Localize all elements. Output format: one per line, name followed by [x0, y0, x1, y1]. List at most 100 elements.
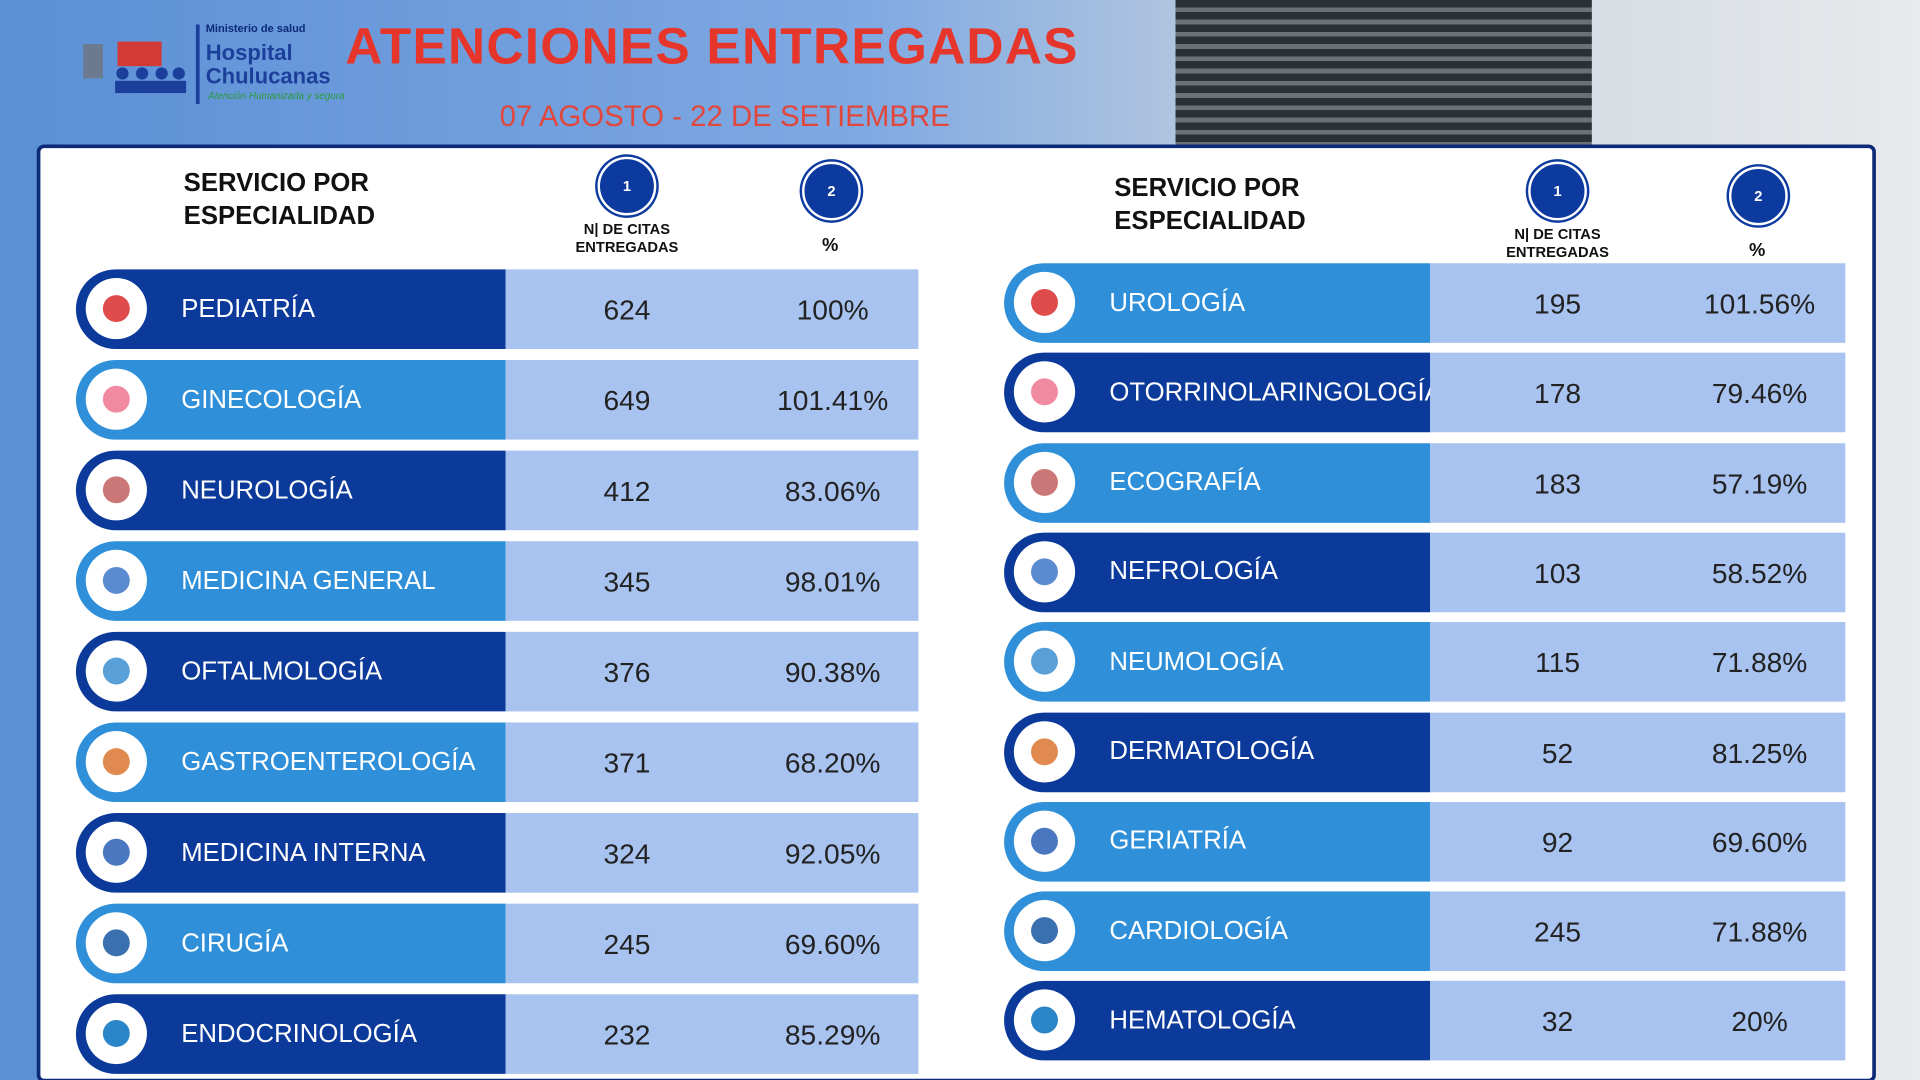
percent-value: 85.29% [784, 1018, 881, 1051]
count-value: 649 [603, 384, 651, 417]
count-value: 232 [603, 1018, 651, 1051]
service-icon [85, 912, 147, 974]
service-label: NEFROLOGÍA [1109, 557, 1279, 586]
icon-glyph [102, 657, 130, 685]
percent-value: 68.20% [784, 746, 881, 779]
column-header-count: N| DE CITAS ENTREGADAS [1506, 225, 1609, 261]
service-label: HEMATOLOGÍA [1109, 1006, 1296, 1035]
service-icon [85, 368, 147, 430]
service-label: OFTALMOLOGÍA [181, 656, 383, 686]
count-value: 245 [1534, 916, 1582, 948]
count-value: 178 [1534, 377, 1582, 410]
value-cell [1430, 981, 1846, 1061]
icon-glyph [102, 748, 130, 776]
count-value: 52 [1541, 736, 1574, 769]
percent-value: 71.88% [1711, 646, 1808, 679]
icon-glyph [102, 476, 130, 504]
percent-value: 101.56% [1703, 287, 1816, 320]
percent-value: 71.88% [1711, 916, 1808, 948]
background-building [1175, 0, 1592, 145]
icon-glyph [102, 1020, 130, 1047]
service-name: NEUROLOGÍA [75, 450, 506, 531]
icon-glyph [102, 929, 130, 957]
service-icon [1013, 989, 1076, 1052]
icon-glyph [1031, 468, 1058, 496]
column-header-service: SERVICIO POR ESPECIALIDAD [1114, 173, 1306, 236]
count-value: 624 [603, 293, 651, 326]
count-value: 183 [1534, 467, 1582, 500]
logo-divider [195, 24, 200, 105]
column-header-service: SERVICIO POR ESPECIALIDAD [183, 168, 376, 231]
service-name: HEMATOLOGÍA [1004, 981, 1431, 1061]
percent-value: 58.52% [1711, 557, 1808, 589]
service-label: DERMATOLOGÍA [1109, 737, 1315, 766]
value-cell [1430, 712, 1846, 792]
logo-name: Hospital [205, 40, 293, 65]
service-name: GASTROENTEROLOGÍA [75, 722, 506, 803]
count-value: 115 [1535, 646, 1580, 679]
service-icon [1013, 541, 1076, 603]
logo-tagline: Atención Humanizada y segura [208, 90, 345, 102]
badge: 2 [1728, 166, 1788, 226]
count-value: 103 [1534, 557, 1582, 589]
percent-value: 69.60% [784, 928, 881, 961]
service-icon [85, 821, 147, 883]
value-cell [1430, 442, 1846, 523]
icon-glyph [1031, 647, 1058, 675]
icon-glyph [102, 838, 130, 866]
value-cell [505, 541, 919, 621]
value-cell [1430, 353, 1846, 433]
column-header-percent: % [822, 235, 839, 256]
count-value: 245 [603, 928, 651, 961]
value-cell [505, 994, 919, 1074]
service-name: MEDICINA INTERNA [75, 813, 506, 893]
value-cell [505, 269, 919, 349]
value-cell [505, 903, 919, 984]
service-label: MEDICINA GENERAL [181, 566, 436, 595]
column-header-percent: % [1748, 240, 1766, 261]
value-cell [505, 631, 919, 712]
service-icon [1013, 630, 1076, 693]
badge: 1 [597, 156, 657, 216]
service-icon [1013, 361, 1076, 423]
service-icon [85, 277, 147, 340]
title: ATENCIONES ENTREGADAS [345, 17, 1079, 75]
percent-value: 20% [1731, 1005, 1788, 1038]
value-cell [505, 450, 919, 531]
value-cell [1430, 801, 1846, 882]
count-value: 371 [603, 746, 651, 779]
column-header-count: N| DE CITAS ENTREGADAS [575, 220, 679, 256]
icon-glyph [102, 566, 130, 594]
service-label: CARDIOLOGÍA [1109, 916, 1289, 945]
service-name: OFTALMOLOGÍA [75, 631, 506, 712]
service-label: NEUROLOGÍA [181, 475, 353, 504]
icon-glyph [102, 295, 130, 323]
service-icon [1013, 720, 1076, 782]
service-name: GINECOLOGÍA [75, 360, 506, 440]
icon-glyph [1031, 558, 1058, 586]
icon-glyph [102, 385, 130, 413]
value-cell [1430, 622, 1846, 702]
service-icon [85, 731, 147, 793]
icon-glyph [1031, 1007, 1058, 1034]
icon-glyph [1031, 737, 1058, 765]
logo-ministry: Ministerio de salud [205, 22, 306, 35]
percent-value: 83.06% [784, 475, 881, 507]
value-cell [1430, 532, 1846, 613]
count-value: 92 [1541, 826, 1574, 859]
percent-value: 98.01% [784, 565, 881, 598]
service-label: MEDICINA INTERNA [181, 838, 426, 867]
service-icon [1013, 271, 1076, 334]
count-value: 32 [1541, 1005, 1574, 1038]
icon-glyph [1031, 827, 1058, 855]
icon-glyph [1031, 288, 1058, 316]
service-icon [1013, 451, 1076, 513]
subtitle: 07 AGOSTO - 22 DE SETIEMBRE [499, 100, 950, 134]
percent-value: 69.60% [1711, 826, 1808, 859]
count-value: 324 [603, 837, 651, 870]
count-value: 412 [603, 475, 651, 507]
percent-value: 57.19% [1711, 467, 1808, 500]
percent-value: 81.25% [1711, 736, 1808, 769]
